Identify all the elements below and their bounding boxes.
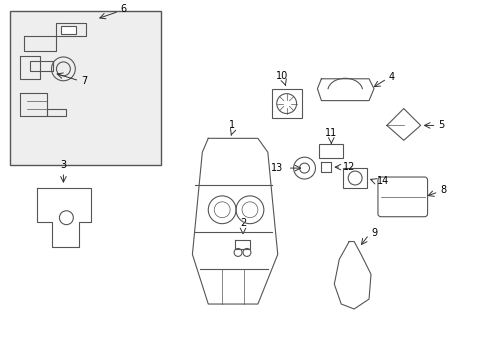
Polygon shape bbox=[192, 138, 277, 304]
Text: 14: 14 bbox=[376, 176, 388, 186]
Text: 10: 10 bbox=[275, 71, 287, 81]
Polygon shape bbox=[334, 242, 370, 309]
Polygon shape bbox=[37, 188, 91, 247]
Bar bbox=[61, 26, 76, 34]
Text: 1: 1 bbox=[228, 120, 235, 130]
Text: 6: 6 bbox=[120, 4, 126, 14]
Bar bbox=[343, 168, 366, 188]
Text: 7: 7 bbox=[81, 76, 87, 86]
Text: 3: 3 bbox=[60, 160, 66, 170]
Text: 11: 11 bbox=[325, 128, 337, 138]
Bar bbox=[10, 11, 161, 165]
Bar bbox=[271, 89, 301, 118]
Bar bbox=[319, 144, 343, 158]
Text: 8: 8 bbox=[440, 185, 446, 195]
FancyBboxPatch shape bbox=[377, 177, 427, 217]
Text: 4: 4 bbox=[388, 72, 394, 82]
Text: 5: 5 bbox=[438, 121, 444, 130]
Polygon shape bbox=[317, 79, 373, 100]
Text: 13: 13 bbox=[271, 163, 283, 173]
Text: 9: 9 bbox=[370, 228, 376, 238]
Text: 12: 12 bbox=[343, 162, 355, 172]
Text: 2: 2 bbox=[240, 218, 245, 228]
Polygon shape bbox=[386, 109, 420, 140]
